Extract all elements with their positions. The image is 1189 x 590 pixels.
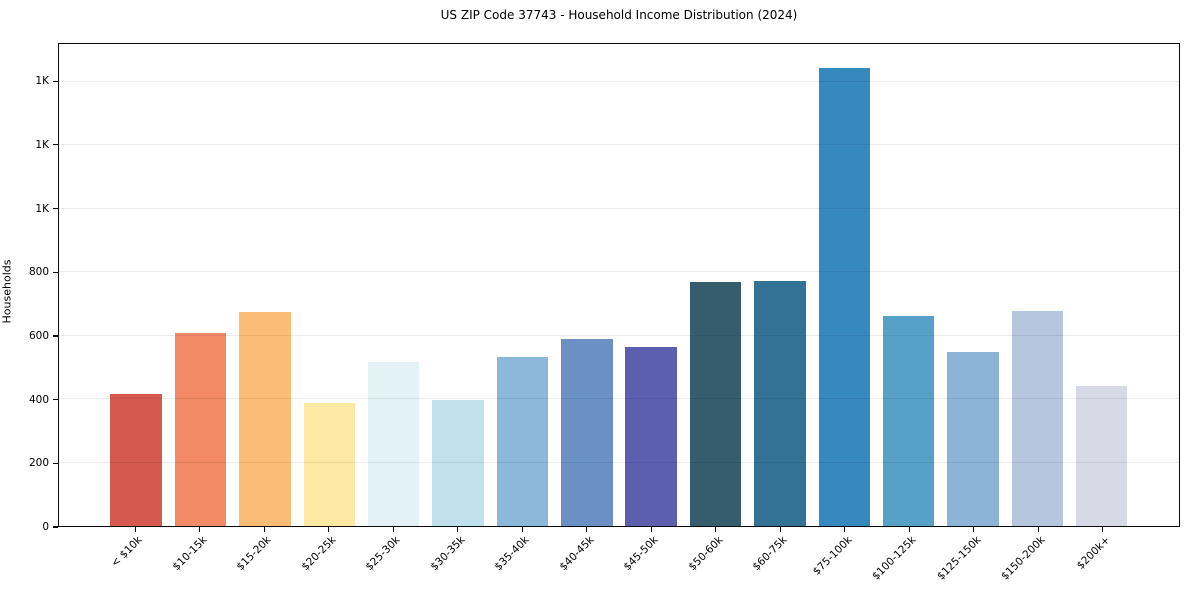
x-tick-mark	[973, 527, 975, 532]
bar	[110, 394, 162, 526]
y-tick-mark	[53, 526, 58, 528]
x-tick-mark	[715, 527, 717, 532]
x-tick-label: < $10k	[109, 534, 145, 570]
gridline	[59, 334, 1179, 336]
x-tick-mark	[779, 527, 781, 532]
x-tick-mark	[650, 527, 652, 532]
bar	[947, 351, 999, 526]
x-tick-mark	[457, 527, 459, 532]
y-tick-mark	[53, 399, 58, 401]
bar	[818, 68, 871, 526]
gridline	[59, 144, 1179, 146]
y-tick-mark	[53, 80, 58, 82]
y-axis: 0 200 400 600 800 1K 1K 1K	[0, 43, 58, 533]
bar	[432, 399, 484, 526]
bar	[882, 316, 935, 526]
y-tick-label: 1K	[35, 202, 49, 215]
bar	[561, 338, 613, 526]
y-tick-mark	[53, 144, 58, 146]
x-tick-mark	[328, 527, 330, 532]
y-tick-mark	[53, 207, 58, 210]
gridline	[59, 207, 1179, 209]
gridline	[59, 271, 1179, 273]
x-tick-mark	[844, 527, 846, 532]
y-tick-mark	[53, 462, 58, 464]
y-tick-label: 400	[28, 393, 49, 406]
y-tick-label: 1K	[35, 75, 49, 88]
bar	[174, 332, 227, 526]
bar	[689, 281, 742, 526]
y-tick-mark	[53, 271, 58, 273]
x-tick-mark	[263, 527, 265, 532]
bar	[303, 402, 356, 526]
bar	[1011, 311, 1064, 526]
bar	[625, 346, 677, 526]
gridline	[59, 81, 1179, 83]
y-tick-label: 200	[28, 457, 49, 470]
y-tick-label: 0	[42, 521, 49, 533]
x-tick-mark	[1037, 527, 1039, 532]
y-tick-label: 1K	[35, 138, 49, 151]
x-tick-mark	[1102, 527, 1104, 532]
x-tick-mark	[199, 527, 201, 532]
gridline	[59, 461, 1179, 463]
x-tick-mark	[521, 527, 523, 532]
x-axis: < $10k $10-15k $15-20k $20-25k $25-30k $30-35…	[58, 527, 1180, 590]
bar	[754, 280, 806, 526]
chart-title: US ZIP Code 37743 - Household Income Dis…	[440, 8, 798, 22]
y-tick-mark	[53, 335, 58, 337]
bar	[239, 311, 291, 526]
x-tick-mark	[134, 527, 136, 532]
bar	[1076, 386, 1128, 526]
y-tick-label: 600	[28, 329, 49, 342]
plot-area	[58, 43, 1180, 527]
gridline	[59, 398, 1179, 400]
x-tick-mark	[908, 527, 910, 532]
bar	[367, 361, 420, 526]
x-tick-mark	[392, 527, 394, 532]
x-tick-mark	[586, 527, 588, 532]
y-tick-label: 800	[28, 266, 49, 279]
bar	[496, 357, 549, 526]
